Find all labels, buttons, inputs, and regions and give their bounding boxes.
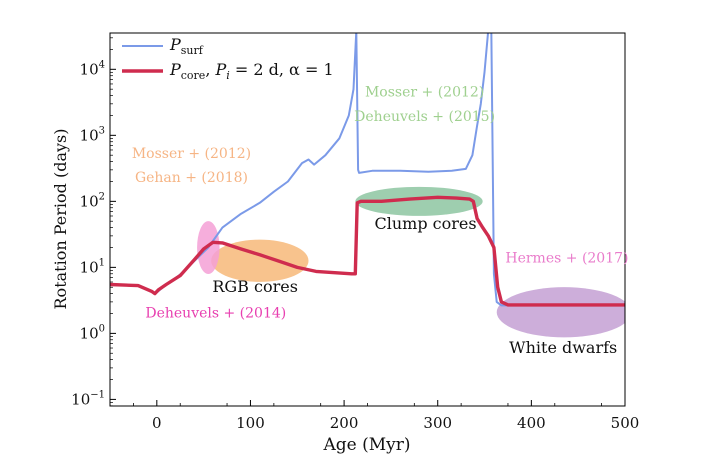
reference-annotation: Deheuvels + (2014) <box>145 306 286 322</box>
legend: Psurf Pcore, Pi = 2 d, α = 1 <box>122 35 334 82</box>
region-white-dwarfs <box>496 287 625 338</box>
x-axis-label: Age (Myr) <box>322 435 410 455</box>
region-label: White dwarfs <box>509 338 617 357</box>
reference-annotation: Mosser + (2012) <box>365 84 484 100</box>
region-label: Clump cores <box>375 214 477 233</box>
x-tick-label: 400 <box>517 414 546 432</box>
x-tick-label: 500 <box>611 414 640 432</box>
region-clump-cores <box>355 186 483 216</box>
reference-annotation: Gehan + (2018) <box>135 170 248 186</box>
tick-group: 0 100 200 300 400 500 10−1 100 101 102 103 104 <box>71 37 640 432</box>
series-group <box>110 33 625 307</box>
x-tick-label: 300 <box>423 414 452 432</box>
reference-annotation: Hermes + (2017) <box>505 251 628 267</box>
region-label: RGB cores <box>212 277 298 296</box>
y-tick-label: 104 <box>80 59 105 78</box>
series-line-1 <box>110 195 625 307</box>
label-group: RGB cores Clump cores White dwarfs Mosser +… <box>132 84 629 357</box>
y-tick-label: 102 <box>80 191 105 210</box>
reference-annotation: Deheuvels + (2015) <box>354 109 495 125</box>
legend-entry: Psurf <box>169 35 204 57</box>
y-tick-label: 100 <box>80 323 105 342</box>
x-tick-label: 100 <box>236 414 265 432</box>
reference-annotation: Mosser + (2012) <box>132 146 251 162</box>
y-tick-label: 103 <box>80 125 105 144</box>
y-tick-label: 10−1 <box>71 389 105 408</box>
x-tick-label: 200 <box>330 414 359 432</box>
region-rgb-cores <box>211 239 309 282</box>
y-axis-label: Rotation Period (days) <box>51 129 70 310</box>
y-tick-label: 101 <box>80 257 105 276</box>
legend-entry: Pcore, Pi = 2 d, α = 1 <box>169 60 334 82</box>
x-tick-label: 0 <box>152 414 162 432</box>
